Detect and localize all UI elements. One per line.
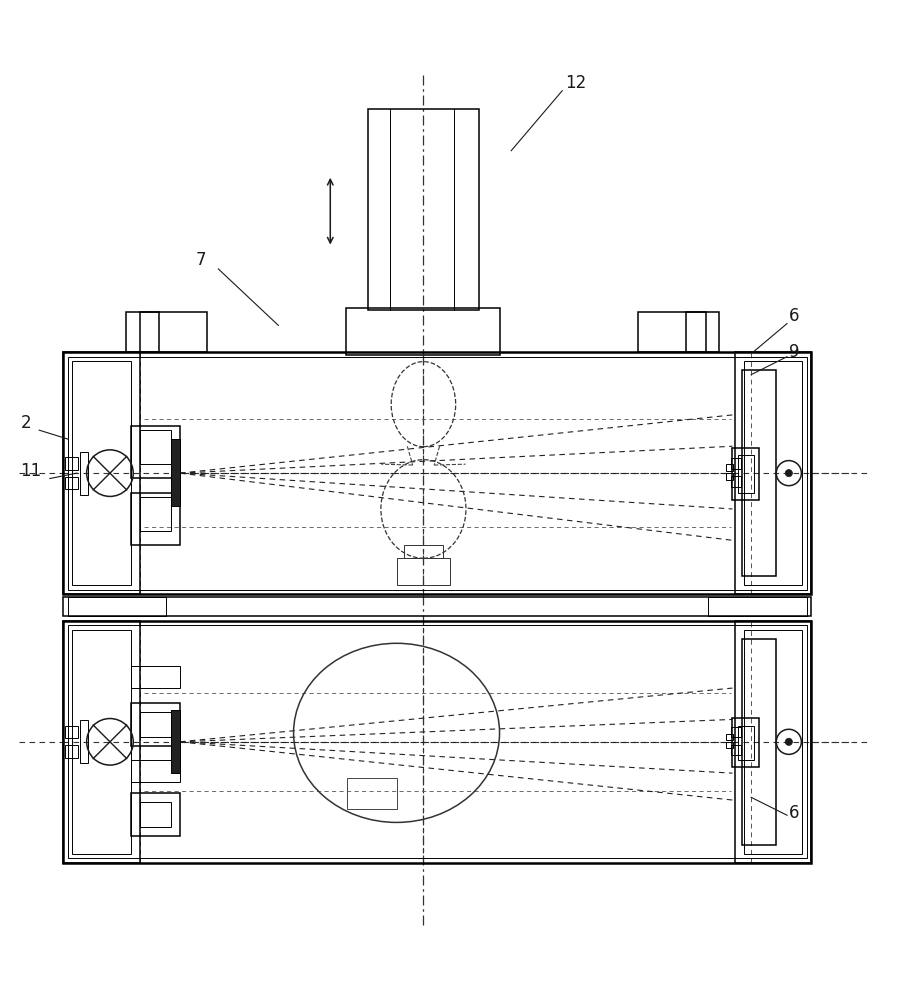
- Bar: [736, 621, 811, 863]
- Circle shape: [785, 738, 792, 745]
- Bar: [744, 361, 802, 585]
- Bar: [737, 726, 753, 760]
- Bar: [744, 630, 802, 854]
- Bar: [131, 703, 179, 746]
- Bar: [742, 639, 776, 845]
- Bar: [727, 473, 734, 480]
- Bar: [73, 630, 131, 854]
- Bar: [140, 712, 170, 737]
- Text: 11: 11: [21, 462, 41, 480]
- Bar: [140, 312, 160, 352]
- Bar: [140, 497, 170, 531]
- Bar: [347, 778, 396, 809]
- Bar: [731, 458, 741, 469]
- Bar: [64, 352, 140, 594]
- Bar: [737, 455, 753, 493]
- Bar: [80, 720, 89, 763]
- Bar: [727, 742, 734, 748]
- Bar: [396, 558, 450, 585]
- Bar: [64, 597, 811, 616]
- Bar: [140, 430, 170, 464]
- Bar: [64, 352, 811, 594]
- Text: 6: 6: [788, 804, 799, 822]
- Text: 7: 7: [196, 251, 206, 269]
- Bar: [368, 109, 479, 310]
- Bar: [68, 357, 806, 590]
- Bar: [131, 793, 179, 836]
- Bar: [170, 439, 179, 506]
- Bar: [709, 597, 806, 616]
- Bar: [65, 726, 78, 738]
- Bar: [727, 734, 734, 740]
- Bar: [131, 760, 179, 782]
- Bar: [73, 361, 131, 585]
- Bar: [80, 452, 89, 495]
- Bar: [131, 426, 179, 478]
- Bar: [65, 745, 78, 758]
- Bar: [733, 718, 759, 767]
- Text: 9: 9: [788, 343, 799, 361]
- Bar: [65, 457, 78, 470]
- Bar: [126, 312, 206, 352]
- Bar: [68, 597, 166, 616]
- Bar: [65, 477, 78, 489]
- Bar: [733, 448, 759, 500]
- Bar: [64, 621, 140, 863]
- Bar: [64, 621, 811, 863]
- Text: 2: 2: [21, 414, 31, 432]
- Bar: [686, 312, 706, 352]
- Bar: [345, 308, 500, 355]
- Bar: [731, 745, 741, 755]
- Bar: [731, 476, 741, 487]
- Bar: [131, 666, 179, 688]
- Bar: [140, 802, 170, 827]
- Bar: [170, 710, 179, 773]
- Bar: [639, 312, 719, 352]
- Bar: [742, 370, 776, 576]
- Text: 6: 6: [788, 307, 799, 325]
- Bar: [131, 493, 179, 545]
- Text: 12: 12: [565, 74, 586, 92]
- Circle shape: [785, 470, 792, 477]
- Bar: [68, 625, 806, 858]
- Bar: [731, 727, 741, 737]
- Bar: [736, 352, 811, 594]
- Bar: [404, 545, 443, 558]
- Bar: [727, 464, 734, 471]
